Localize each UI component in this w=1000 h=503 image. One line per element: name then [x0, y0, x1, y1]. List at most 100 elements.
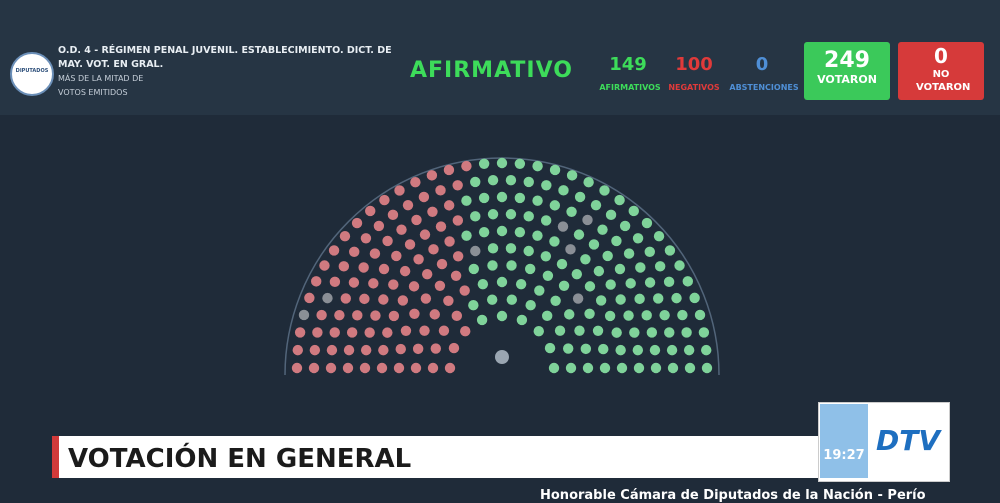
seat — [549, 200, 561, 211]
seat — [419, 325, 430, 336]
seat — [634, 293, 645, 305]
seat — [667, 362, 679, 374]
seat — [615, 344, 626, 356]
seat — [514, 158, 526, 169]
count: 100 — [675, 54, 713, 75]
seat — [319, 260, 330, 271]
seat — [411, 214, 422, 226]
seat — [396, 224, 407, 235]
seat — [328, 245, 340, 256]
seat — [557, 221, 569, 232]
seat — [435, 185, 446, 196]
seat — [532, 160, 543, 172]
seat — [343, 344, 355, 356]
seat — [408, 281, 420, 292]
seat — [436, 258, 448, 270]
seat — [540, 215, 552, 226]
seat — [558, 280, 570, 292]
seat — [400, 325, 412, 336]
seat — [532, 195, 543, 206]
time: 19:27 — [823, 448, 865, 463]
seat — [598, 343, 609, 355]
seat — [438, 325, 450, 336]
seat — [682, 276, 693, 287]
seat — [292, 344, 303, 356]
seat — [650, 362, 662, 374]
seat — [461, 230, 472, 241]
seat — [452, 180, 463, 191]
seat — [548, 362, 560, 374]
seat — [599, 362, 611, 374]
banner-title: VOTACIÓN EN GENERAL — [68, 444, 412, 474]
seat — [429, 309, 440, 320]
seat — [514, 226, 526, 238]
seat — [632, 233, 644, 244]
seat — [515, 278, 527, 290]
seat — [378, 344, 389, 356]
seat — [410, 177, 421, 188]
seat — [649, 344, 661, 356]
count-label: NEGATIVOS — [668, 83, 720, 92]
seat — [402, 199, 414, 211]
seat — [428, 244, 439, 255]
seat — [540, 251, 552, 262]
count-label: AFIRMATIVOS — [599, 83, 661, 92]
seat — [584, 308, 595, 319]
seat — [427, 206, 438, 217]
seat — [395, 343, 406, 355]
seat — [351, 217, 363, 229]
seat — [663, 276, 675, 288]
seat — [544, 342, 556, 354]
seat — [566, 206, 577, 217]
seat — [659, 309, 670, 321]
voted-label: VOTARON — [817, 73, 877, 86]
banner-accent — [52, 436, 59, 478]
seat — [580, 343, 592, 355]
seat — [486, 294, 498, 305]
seat — [340, 293, 351, 304]
seat — [698, 327, 710, 338]
seat — [404, 239, 416, 250]
seat — [694, 309, 706, 321]
seat — [573, 229, 585, 240]
seat — [399, 265, 411, 277]
seat — [369, 248, 381, 259]
seat — [641, 310, 652, 321]
seat — [382, 235, 393, 247]
not-voted-box: 0 NO VOTARON — [898, 42, 984, 100]
seat — [478, 192, 490, 204]
seat — [654, 261, 666, 272]
seat — [487, 243, 499, 254]
seat — [470, 176, 481, 188]
seat — [623, 248, 635, 259]
seat — [496, 157, 508, 169]
seat — [558, 185, 569, 196]
seat — [506, 260, 517, 271]
seat — [580, 254, 591, 265]
seat — [550, 295, 561, 306]
seat — [368, 278, 379, 289]
seat — [291, 362, 303, 374]
seat — [590, 199, 602, 211]
count-label: ABSTENCIONES — [729, 83, 799, 92]
seat — [487, 175, 499, 186]
seat — [311, 276, 322, 287]
seat — [478, 226, 490, 238]
seat — [616, 362, 628, 374]
seat — [671, 292, 682, 304]
not-voted-label: NO VOTARON — [916, 69, 971, 93]
seat — [653, 293, 664, 304]
flag — [820, 404, 868, 478]
seat — [582, 362, 594, 374]
seat — [370, 310, 381, 321]
seat — [393, 362, 405, 374]
seat — [487, 260, 498, 271]
seat — [666, 344, 678, 356]
seat — [524, 263, 536, 275]
seat — [360, 344, 372, 356]
seat — [294, 327, 306, 338]
seat — [329, 276, 341, 288]
seat — [365, 205, 376, 217]
seat — [443, 200, 455, 211]
